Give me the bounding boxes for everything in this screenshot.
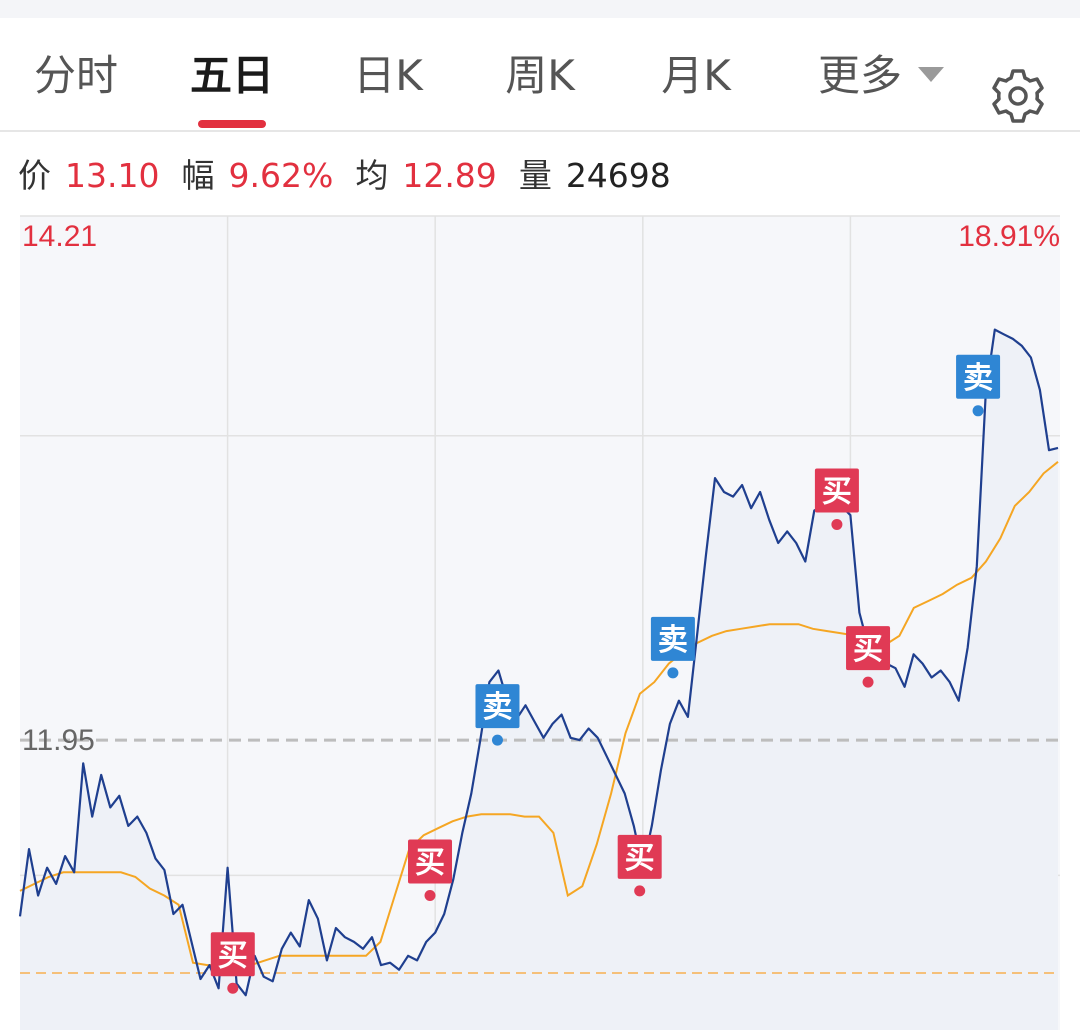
more-menu-button[interactable]: 更多 xyxy=(818,46,945,106)
gear-icon[interactable] xyxy=(988,66,1048,126)
marker-badge xyxy=(846,626,891,671)
sell-marker[interactable]: 卖 xyxy=(650,616,695,679)
buy-marker[interactable]: 买 xyxy=(814,468,859,530)
marker-dot xyxy=(424,889,436,901)
tab-weekly-k[interactable]: 周K xyxy=(505,51,575,100)
period-tabs: 分时 五日 日K 周K 月K 更多 xyxy=(0,18,1080,132)
marker-label: 买 xyxy=(218,938,248,973)
buy-marker[interactable]: 买 xyxy=(617,834,662,897)
marker-dot xyxy=(862,676,874,688)
change-label: 幅 xyxy=(181,156,215,195)
tab-monthly-k[interactable]: 月K xyxy=(661,51,731,100)
y-top-pct-label: 18.91% xyxy=(958,220,1060,253)
marker-dot xyxy=(972,405,984,417)
price-area-fill xyxy=(20,329,1058,1030)
buy-marker[interactable]: 买 xyxy=(408,839,453,901)
marker-label: 买 xyxy=(415,845,445,880)
avg-value: 12.89 xyxy=(402,156,497,195)
volume-label: 量 xyxy=(518,156,552,195)
sell-marker[interactable]: 卖 xyxy=(475,684,520,746)
marker-dot xyxy=(831,518,843,530)
chevron-down-icon xyxy=(918,67,945,82)
marker-label: 卖 xyxy=(658,623,688,658)
marker-dot xyxy=(634,885,646,897)
more-label: 更多 xyxy=(818,51,903,100)
marker-dot xyxy=(227,982,239,994)
y-top-label: 14.21 xyxy=(22,220,97,253)
price-value: 13.10 xyxy=(65,156,160,195)
marker-badge xyxy=(475,684,520,729)
volume-value: 24698 xyxy=(565,156,671,195)
tab-daily-k[interactable]: 日K xyxy=(353,51,423,100)
tab-five-day[interactable]: 五日 xyxy=(189,51,274,100)
buy-marker[interactable]: 买 xyxy=(846,626,891,688)
marker-label: 卖 xyxy=(963,361,993,396)
marker-label: 卖 xyxy=(482,690,512,725)
tab-intraday[interactable]: 分时 xyxy=(33,51,118,100)
sell-marker[interactable]: 卖 xyxy=(956,354,1001,417)
status-strip xyxy=(0,0,1080,18)
marker-badge xyxy=(650,616,695,661)
marker-dot xyxy=(667,667,679,679)
active-tab-indicator xyxy=(198,120,266,128)
marker-label: 买 xyxy=(625,841,655,876)
y-ref-label: 11.95 xyxy=(22,724,95,757)
marker-badge xyxy=(814,468,859,513)
marker-dot xyxy=(491,734,503,746)
buy-marker[interactable]: 买 xyxy=(210,932,255,994)
marker-badge xyxy=(210,932,255,977)
marker-badge xyxy=(617,834,662,879)
avg-label: 均 xyxy=(355,156,389,195)
price-label: 价 xyxy=(18,156,51,195)
marker-badge xyxy=(408,839,453,884)
marker-label: 买 xyxy=(853,632,883,667)
quote-summary: 价 13.10 幅 9.62% 均 12.89 量 24698 xyxy=(18,152,671,200)
marker-badge xyxy=(956,354,1001,399)
change-value: 9.62% xyxy=(228,156,334,195)
marker-label: 买 xyxy=(822,474,852,509)
